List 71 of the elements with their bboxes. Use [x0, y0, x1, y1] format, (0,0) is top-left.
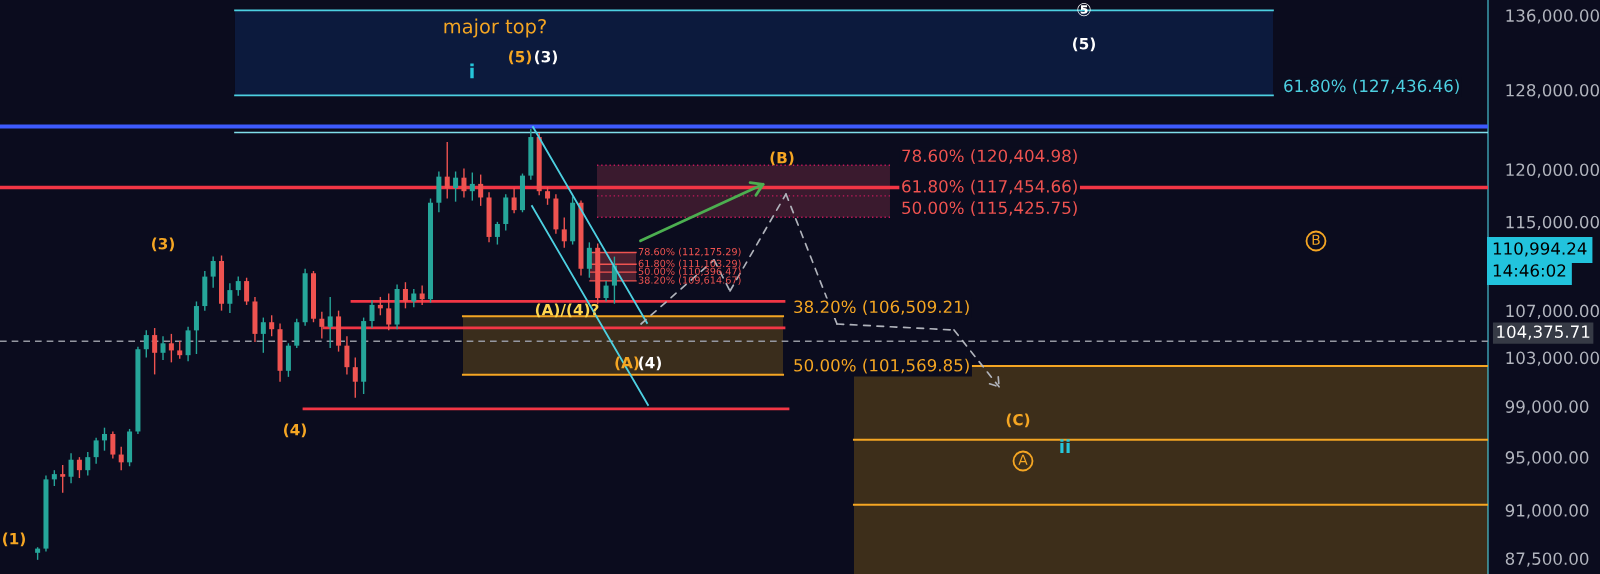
- y-tick-label: 99,000.00: [1505, 400, 1589, 415]
- annotation: A: [1018, 454, 1028, 465]
- candlestick: [235, 275, 241, 297]
- ref-line-label: 61.80% (117,454.66): [902, 179, 1077, 195]
- annotation: (C): [1006, 413, 1030, 428]
- candlestick: [244, 277, 250, 306]
- annotation: (3): [535, 50, 557, 65]
- y-tick-label: 136,000.00: [1506, 9, 1599, 24]
- candlestick: [143, 329, 149, 359]
- candlestick: [160, 335, 166, 361]
- y-tick-label: 95,000.00: [1505, 451, 1589, 466]
- candlestick: [444, 141, 450, 200]
- ref-line-label: 38.20% (106,509.21): [794, 300, 969, 316]
- candlestick: [101, 426, 107, 452]
- candlestick: [352, 356, 358, 399]
- candlestick: [469, 171, 475, 202]
- annotation: B: [1312, 234, 1320, 245]
- candlestick: [118, 446, 124, 471]
- annotation: (B): [770, 151, 794, 166]
- y-tick-label: 115,000.00: [1506, 215, 1599, 231]
- candlestick: [68, 452, 74, 485]
- y-tick-label: 107,000.00: [1506, 304, 1599, 319]
- candlestick: [152, 327, 158, 376]
- candlestick: [76, 456, 82, 479]
- ref-line-label: 50.00% (101,569.85): [794, 358, 969, 374]
- annotation: (5): [509, 50, 531, 65]
- candlestick: [327, 296, 333, 349]
- candlestick: [260, 316, 266, 354]
- ref-line-label: 61.80% (127,436.46): [1284, 79, 1459, 95]
- candlestick: [319, 311, 325, 340]
- text: 110,994.24: [1493, 242, 1587, 257]
- ref-line-label: 38.20% (109,614.67): [638, 276, 741, 285]
- candlestick: [386, 292, 392, 332]
- annotation: major top?: [444, 18, 546, 38]
- annotation: (3): [152, 237, 174, 252]
- text: 14:46:02: [1493, 264, 1566, 277]
- candlestick: [93, 437, 99, 465]
- candlestick: [168, 333, 174, 364]
- candlestick: [511, 187, 517, 215]
- annotation: (4): [284, 423, 306, 438]
- candlestick: [269, 314, 275, 337]
- candlestick: [85, 451, 91, 477]
- candlestick: [461, 167, 467, 199]
- candlestick: [453, 170, 459, 203]
- ref-line-label: 50.00% (115,425.75): [902, 201, 1077, 217]
- ref-line-label: 104,375.71: [1497, 325, 1590, 340]
- annotation: (4): [639, 356, 661, 371]
- candlestick: [110, 430, 116, 460]
- candlestick: [586, 241, 592, 279]
- candlestick: [344, 335, 350, 376]
- candlestick: [402, 281, 408, 310]
- candlestick: [561, 216, 567, 249]
- ref-line-label: 78.60% (120,404.98): [902, 149, 1077, 165]
- candlestick: [210, 255, 216, 289]
- annotation: (1): [3, 532, 25, 547]
- candlestick: [60, 464, 66, 494]
- candlestick: [294, 318, 300, 349]
- y-tick-label: 87,500.00: [1505, 552, 1589, 567]
- candlestick: [494, 221, 500, 246]
- y-tick-label: 120,000.00: [1506, 163, 1599, 178]
- candlestick: [603, 280, 609, 303]
- candlestick: [478, 173, 484, 207]
- y-tick-label: 103,000.00: [1506, 351, 1599, 366]
- annotation: ii: [1060, 439, 1070, 453]
- annotation: i: [470, 63, 474, 79]
- annotation: (5): [1073, 37, 1095, 52]
- y-tick-label: 128,000.00: [1506, 83, 1599, 99]
- candlestick: [369, 299, 375, 329]
- candlestick: [227, 282, 233, 314]
- y-tick-label: 91,000.00: [1505, 504, 1589, 519]
- ref-line-label: 78.60% (112,175.29): [638, 247, 741, 257]
